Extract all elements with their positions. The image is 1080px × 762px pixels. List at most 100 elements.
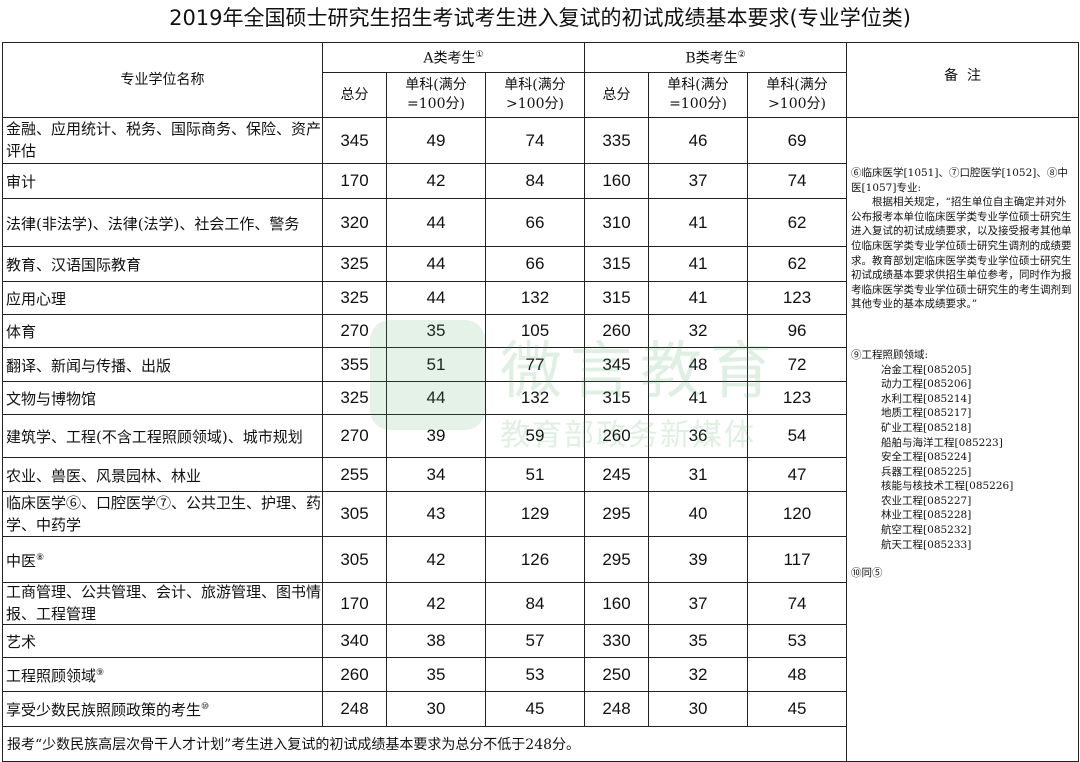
table-row: 应用心理 325 44 132 315 41 123 xyxy=(2,281,1079,315)
score-b-0: 310 xyxy=(584,198,650,247)
score-a-1: 30 xyxy=(386,691,486,727)
score-a-2: 45 xyxy=(484,691,586,727)
remark-eng-item: 兵器工程[085225] xyxy=(881,465,972,478)
score-b-1: 37 xyxy=(648,582,749,625)
score-b-0: 295 xyxy=(584,491,650,537)
header-name: 专业学位名称 xyxy=(2,42,323,118)
row-name: 工商管理、公共管理、会计、旅游管理、图书情报、工程管理 xyxy=(2,582,323,625)
score-a-2: 66 xyxy=(484,198,586,247)
score-b-1: 41 xyxy=(648,281,749,315)
header-a-total: 总分 xyxy=(322,72,387,118)
table-row: 中医⑧ 305 42 126 295 39 117 xyxy=(2,536,1079,583)
score-b-1: 37 xyxy=(648,163,749,199)
score-a-2: 57 xyxy=(484,624,586,658)
score-b-2: 74 xyxy=(747,163,848,199)
score-b-2: 47 xyxy=(747,457,848,492)
table-row: 文物与博物馆 325 44 132 315 41 123 xyxy=(2,381,1079,415)
remark-eng-item: 安全工程[085224] xyxy=(881,451,972,464)
score-b-2: 74 xyxy=(747,582,848,625)
row-name: 享受少数民族照顾政策的考生⑩ xyxy=(2,691,323,727)
score-a-2: 132 xyxy=(484,381,586,415)
score-b-2: 53 xyxy=(747,624,848,658)
score-a-0: 270 xyxy=(322,414,387,458)
score-b-1: 46 xyxy=(648,117,749,164)
score-a-1: 44 xyxy=(386,246,486,282)
score-b-0: 345 xyxy=(584,347,650,382)
score-a-0: 325 xyxy=(322,381,387,415)
score-b-0: 160 xyxy=(584,582,650,625)
score-a-0: 340 xyxy=(322,624,387,658)
score-a-1: 34 xyxy=(386,457,486,492)
score-b-2: 54 xyxy=(747,414,848,458)
remark-eng-item: 动力工程[085206] xyxy=(881,378,972,391)
score-b-1: 32 xyxy=(648,314,749,348)
score-a-0: 355 xyxy=(322,347,387,382)
row-name: 法律(非法学)、法律(法学)、社会工作、警务 xyxy=(2,198,323,247)
remark-eng-item: 航空工程[085232] xyxy=(881,524,972,537)
row-name: 教育、汉语国际教育 xyxy=(2,246,323,282)
score-b-2: 69 xyxy=(747,117,848,164)
remark-eng-item: 核能与核技术工程[085226] xyxy=(881,480,1014,493)
header-group-a: A类考生① xyxy=(321,42,586,73)
score-b-2: 120 xyxy=(747,491,848,537)
remark-eng-item: 船舶与海洋工程[085223] xyxy=(881,436,1003,449)
score-b-1: 48 xyxy=(648,347,749,382)
score-a-0: 260 xyxy=(322,657,387,692)
score-a-2: 53 xyxy=(484,657,586,692)
header-b-single100: 单科(满分=100分) xyxy=(648,72,749,118)
remark-eng-item: 航天工程[085233] xyxy=(881,538,972,551)
row-name: 应用心理 xyxy=(2,281,323,315)
score-a-1: 42 xyxy=(386,163,486,199)
score-b-0: 335 xyxy=(584,117,650,164)
table-row: 翻译、新闻与传播、出版 355 51 77 345 48 72 xyxy=(2,347,1079,382)
score-b-1: 39 xyxy=(648,536,749,583)
score-b-0: 330 xyxy=(584,624,650,658)
table-row: 体育 270 35 105 260 32 96 xyxy=(2,314,1079,348)
score-b-0: 250 xyxy=(584,657,650,692)
score-a-2: 74 xyxy=(484,117,586,164)
table-row: 艺术 340 38 57 330 35 53 xyxy=(2,624,1079,658)
score-b-1: 41 xyxy=(648,381,749,415)
score-b-2: 123 xyxy=(747,381,848,415)
row-name: 体育 xyxy=(2,314,323,348)
table-row: 农业、兽医、风景园林、林业 255 34 51 245 31 47 xyxy=(2,457,1079,492)
score-b-1: 31 xyxy=(648,457,749,492)
score-b-2: 72 xyxy=(747,347,848,382)
header-b-singlegt100: 单科(满分>100分) xyxy=(747,72,848,118)
table-row: 审计 170 42 84 160 37 74 xyxy=(2,163,1079,199)
score-b-2: 45 xyxy=(747,691,848,727)
score-a-0: 305 xyxy=(322,491,387,537)
table-row: 法律(非法学)、法律(法学)、社会工作、警务 320 44 66 310 41 62 xyxy=(2,198,1079,247)
header-remarks: 备 注 xyxy=(846,42,1080,118)
score-b-0: 260 xyxy=(584,414,650,458)
page-title: 2019年全国硕士研究生招生考试考生进入复试的初试成绩基本要求(专业学位类) xyxy=(169,6,911,30)
row-name: 文物与博物馆 xyxy=(2,381,323,415)
score-a-1: 42 xyxy=(386,536,486,583)
header-b-total: 总分 xyxy=(584,72,650,118)
score-b-1: 35 xyxy=(648,624,749,658)
table-row: 享受少数民族照顾政策的考生⑩ 248 30 45 248 30 45 xyxy=(2,691,1079,727)
score-a-2: 105 xyxy=(484,314,586,348)
score-a-1: 44 xyxy=(386,281,486,315)
remark-eng-item: 地质工程[085217] xyxy=(881,407,972,420)
remark-eng-head: ⑨工程照顾领域: xyxy=(851,348,929,361)
remark-eng-item: 农业工程[085227] xyxy=(881,494,972,507)
score-b-1: 36 xyxy=(648,414,749,458)
score-b-1: 41 xyxy=(648,246,749,282)
score-b-1: 41 xyxy=(648,198,749,247)
score-b-2: 62 xyxy=(747,246,848,282)
row-name: 翻译、新闻与传播、出版 xyxy=(2,347,323,382)
table-row: 工商管理、公共管理、会计、旅游管理、图书情报、工程管理 170 42 84 160 37 7… xyxy=(2,582,1079,625)
table-row: 金融、应用统计、税务、国际商务、保险、资产评估 345 49 74 335 46 69 ⑥临… xyxy=(2,117,1080,762)
score-a-0: 270 xyxy=(322,314,387,348)
remark-note10: ⑩同⑤ xyxy=(851,567,883,580)
score-a-0: 325 xyxy=(322,246,387,282)
score-b-1: 30 xyxy=(648,691,749,727)
score-b-0: 315 xyxy=(584,281,650,315)
score-b-2: 117 xyxy=(747,536,848,583)
remarks-cell: ⑥临床医学[1051]、⑦口腔医学[1052]、⑧中医[1057]专业: 根据相… xyxy=(846,117,1080,762)
table-row: 教育、汉语国际教育 325 44 66 315 41 62 xyxy=(2,246,1079,282)
score-a-2: 84 xyxy=(484,582,586,625)
score-a-1: 35 xyxy=(386,314,486,348)
score-b-0: 295 xyxy=(584,536,650,583)
